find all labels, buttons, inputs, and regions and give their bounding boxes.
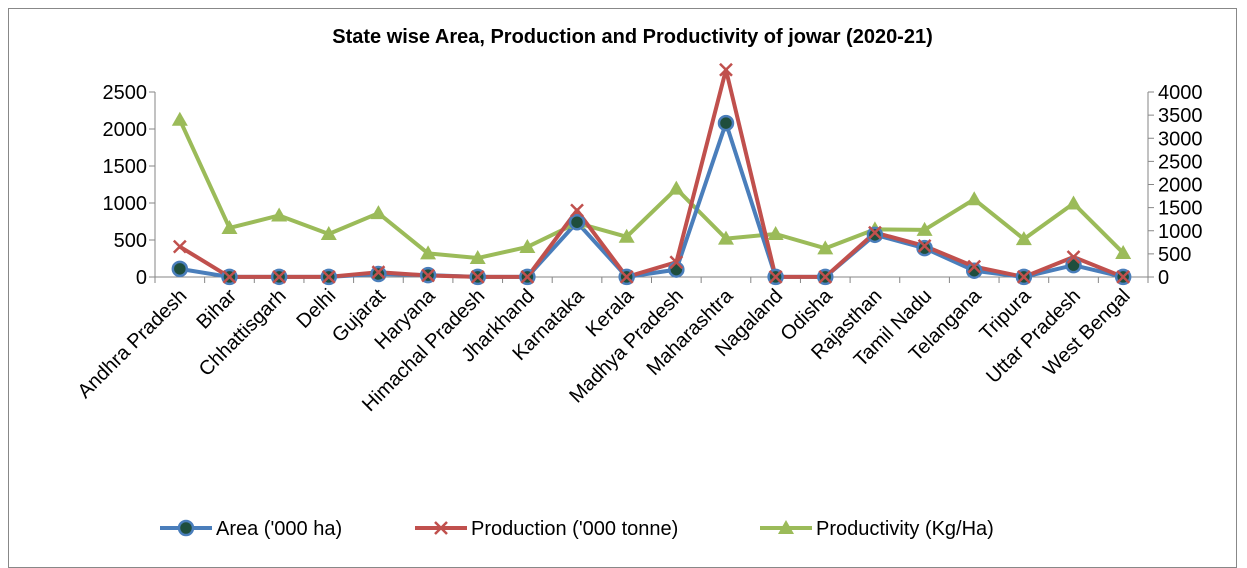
data-point-productivity <box>717 230 734 245</box>
data-point-productivity <box>271 207 288 222</box>
data-point-productivity <box>916 221 933 236</box>
data-point-production <box>669 255 684 270</box>
data-point-area <box>668 261 685 278</box>
right-tick-label: 500 <box>1158 244 1191 266</box>
data-point-production <box>272 269 287 284</box>
right-tick-label: 0 <box>1158 267 1169 289</box>
right-tick-label: 3500 <box>1158 105 1203 127</box>
data-point-productivity <box>420 245 437 260</box>
data-point-productivity <box>618 228 635 243</box>
data-point-production <box>570 203 584 218</box>
data-point-area <box>717 114 735 132</box>
data-point-production <box>1016 270 1031 284</box>
data-point-production <box>768 270 783 284</box>
data-point-area <box>916 239 933 257</box>
data-point-productivity <box>370 205 387 220</box>
data-point-productivity <box>320 225 337 240</box>
data-point-production <box>967 259 982 274</box>
data-point-production <box>868 225 882 240</box>
data-point-productivity <box>966 191 983 206</box>
left-tick-label: 2500 <box>103 82 148 104</box>
left-tick-label: 0 <box>136 267 147 289</box>
data-point-production <box>1116 270 1131 284</box>
data-point-production <box>371 265 386 280</box>
data-point-area <box>370 265 387 283</box>
right-tick-label: 1000 <box>1158 221 1203 243</box>
data-point-area <box>171 260 189 278</box>
left-tick-label: 1000 <box>103 193 148 215</box>
data-point-production <box>1066 250 1081 264</box>
data-point-production <box>818 270 833 284</box>
left-tick-label: 2000 <box>103 119 148 141</box>
series-line-1 <box>178 67 1124 279</box>
left-tick-label: 500 <box>114 230 147 252</box>
data-point-productivity <box>171 111 188 126</box>
category-label: West Bengal <box>1039 285 1134 380</box>
data-point-production <box>917 239 932 253</box>
data-point-productivity <box>1065 195 1082 210</box>
series-line-2 <box>178 118 1125 261</box>
data-point-productivity <box>778 520 794 534</box>
legend-label: Productivity (Kg/Ha) <box>816 518 994 540</box>
data-point-productivity <box>668 180 685 195</box>
data-point-production <box>470 270 485 284</box>
left-tick-label: 1500 <box>103 156 148 178</box>
data-point-production <box>172 239 187 254</box>
data-point-production <box>421 268 435 283</box>
data-point-production <box>719 62 733 77</box>
data-point-production <box>222 270 237 284</box>
data-point-productivity <box>767 225 784 240</box>
data-point-area <box>177 519 195 537</box>
data-point-productivity <box>817 240 834 255</box>
data-point-production <box>520 270 535 284</box>
data-point-productivity <box>519 238 536 253</box>
chart-title: State wise Area, Production and Producti… <box>332 26 933 48</box>
series-line-0 <box>179 121 1124 279</box>
chart-frame <box>8 8 1237 568</box>
data-point-area <box>866 226 884 244</box>
data-point-production <box>321 270 336 284</box>
data-point-production <box>434 521 448 535</box>
right-tick-label: 2000 <box>1158 175 1203 197</box>
data-point-productivity <box>1015 231 1032 246</box>
right-tick-label: 4000 <box>1158 82 1203 104</box>
right-tick-label: 2500 <box>1158 151 1203 173</box>
category-label: Andhra Pradesh <box>74 285 192 403</box>
data-point-productivity <box>1115 244 1132 259</box>
data-point-productivity <box>469 250 486 265</box>
data-point-production <box>619 270 634 284</box>
data-point-productivity <box>221 219 238 234</box>
right-tick-label: 1500 <box>1158 198 1203 220</box>
data-point-area <box>965 262 983 279</box>
data-point-area <box>568 213 586 231</box>
right-tick-label: 3000 <box>1158 128 1203 150</box>
legend-label: Area ('000 ha) <box>216 518 342 540</box>
legend-label: Production ('000 tonne) <box>471 518 678 540</box>
category-label: Chhattisgarh <box>195 285 291 381</box>
